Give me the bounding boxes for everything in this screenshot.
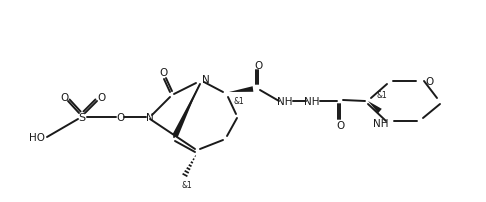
Text: O: O: [336, 120, 344, 130]
Text: &1: &1: [182, 181, 192, 189]
Text: N: N: [146, 113, 154, 122]
Text: O: O: [159, 68, 167, 78]
Text: N: N: [202, 75, 210, 85]
Polygon shape: [229, 87, 253, 93]
Text: NH: NH: [304, 97, 320, 106]
Polygon shape: [368, 101, 382, 114]
Polygon shape: [172, 84, 200, 138]
Text: HO: HO: [29, 132, 45, 142]
Text: O: O: [254, 61, 262, 71]
Text: NH: NH: [277, 97, 293, 106]
Text: &1: &1: [376, 91, 387, 100]
Text: O: O: [425, 77, 433, 87]
Text: O: O: [97, 93, 105, 102]
Text: S: S: [78, 113, 86, 122]
Text: O: O: [60, 93, 68, 102]
Text: &1: &1: [233, 96, 244, 105]
Text: NH: NH: [372, 118, 388, 128]
Text: O: O: [116, 113, 124, 122]
